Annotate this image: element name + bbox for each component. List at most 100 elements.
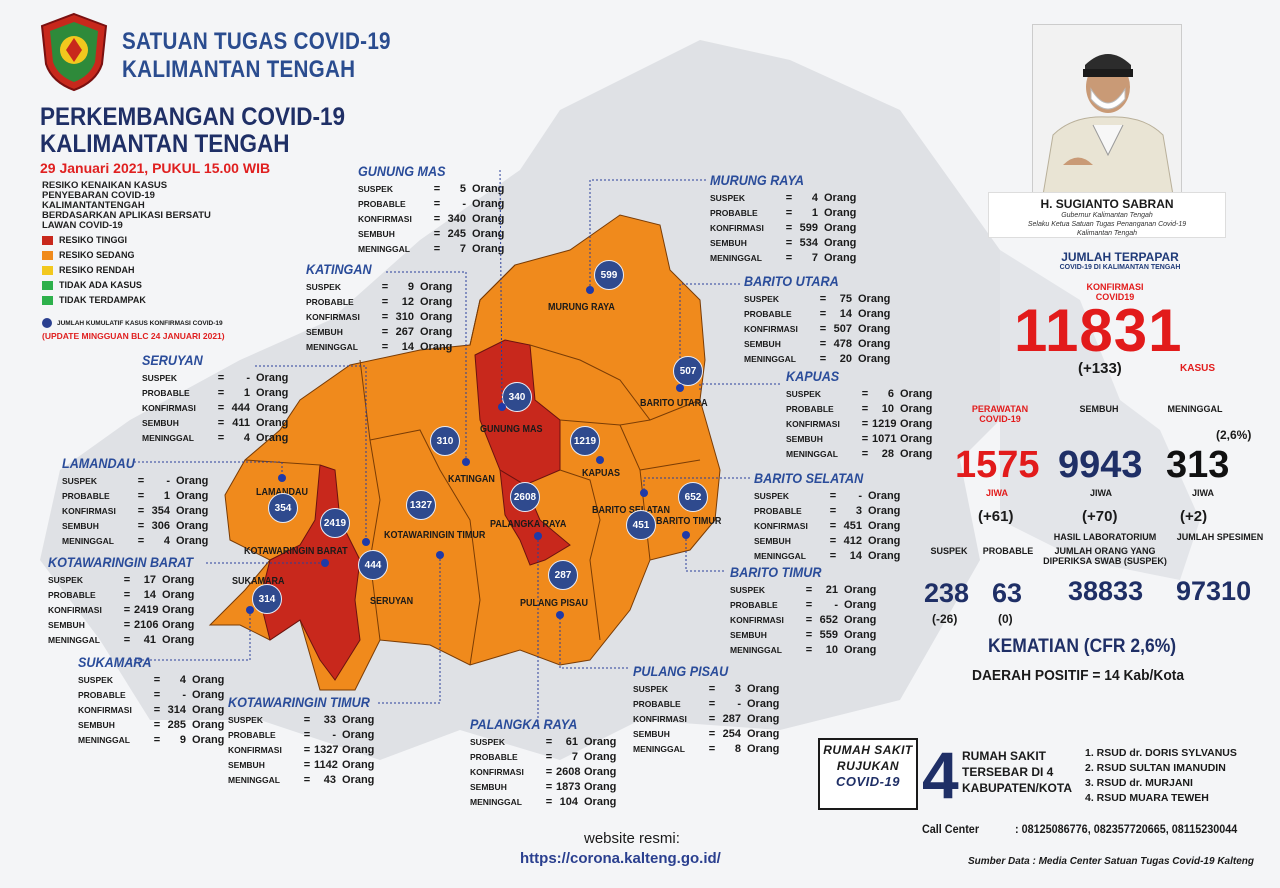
report-date: 29 Januari 2021, PUKUL 15.00 WIB	[40, 160, 271, 176]
region-block-sukamara: SUKAMARA SUSPEK = 4 Orang PROBABLE = - Orang K…	[78, 654, 225, 746]
org-name: SATUAN TUGAS COVID-19 KALIMANTAN TENGAH	[122, 28, 391, 83]
list-item: 3. RSUD dr. MURJANI	[1085, 777, 1193, 789]
governor-photo	[1032, 24, 1182, 194]
case-bubble-kotawaringin-barat: 2419	[320, 508, 350, 538]
list-item: 4. RSUD MUARA TEWEH	[1085, 792, 1209, 804]
cfr-text: KEMATIAN (CFR 2,6%)	[988, 636, 1177, 657]
legend-swatch	[42, 280, 53, 290]
suspek-label: SUSPEK	[930, 546, 968, 556]
data-source: Sumber Data : Media Center Satuan Tugas …	[968, 856, 1254, 867]
map-label-murung-raya: MURUNG RAYA	[548, 302, 615, 313]
case-bubble-pulang-pisau: 287	[548, 560, 578, 590]
governor-caption: H. SUGIANTO SABRAN Gubernur Kalimantan T…	[988, 192, 1226, 238]
region-block-barito-selatan: BARITO SELATAN SUSPEK = - Orang PROBABLE = 3 O…	[754, 470, 901, 562]
case-bubble-barito-selatan: 451	[626, 510, 656, 540]
legend-item-no-case: TIDAK ADA KASUS	[42, 280, 142, 290]
hospital-count: 4	[922, 738, 959, 812]
map-label-barito-timur: BARITO TIMUR	[656, 516, 722, 527]
case-bubble-murung-raya: 599	[594, 260, 624, 290]
konfirmasi-label: KONFIRMASI COVID19	[1086, 282, 1144, 302]
region-block-pulang-pisau: PULANG PISAU SUSPEK = 3 Orang PROBABLE = - Ora…	[633, 663, 780, 755]
case-bubble-palangka-raya: 2608	[510, 482, 540, 512]
daerah-positif-text: DAERAH POSITIF = 14 Kab/Kota	[972, 667, 1185, 684]
sembuh-delta: (+70)	[1082, 508, 1118, 525]
orang-diperiksa-count: 38833	[1068, 576, 1144, 606]
perawatan-label: PERAWATAN COVID-19	[971, 404, 1029, 424]
case-bubble-barito-timur: 652	[678, 482, 708, 512]
legend-swatch	[42, 265, 53, 275]
case-bubble-katingan: 310	[430, 426, 460, 456]
legend-item-medium: RESIKO SEDANG	[42, 250, 135, 260]
legend-dot-note: JUMLAH KUMULATIF KASUS KONFIRMASI COVID-…	[42, 318, 223, 328]
case-bubble-kotawaringin-timur: 1327	[406, 490, 436, 520]
legend-title: RESIKO KENAIKAN KASUS PENYEBARAN COVID-1…	[42, 180, 211, 231]
case-bubble-sukamara: 314	[252, 584, 282, 614]
region-block-murung-raya: MURUNG RAYA SUSPEK = 4 Orang PROBABLE = 1 Oran…	[710, 172, 857, 264]
suspek-count: 238	[924, 578, 970, 608]
map-label-palangka-raya: PALANGKA RAYA	[490, 519, 567, 530]
list-item: 2. RSUD SULTAN IMANUDIN	[1085, 762, 1226, 774]
region-block-seruyan: SERUYAN SUSPEK = - Orang PROBABLE = 1 Orang KO…	[142, 352, 289, 444]
summary-title: JUMLAH TERPAPAR COVID-19 DI KALIMANTAN T…	[1059, 250, 1181, 271]
hospital-list: 1. RSUD dr. DORIS SYLVANUS 2. RSUD SULTA…	[1085, 746, 1237, 806]
website-label: website resmi:	[584, 830, 680, 847]
sembuh-label: SEMBUH	[1079, 404, 1119, 414]
meninggal-unit: JIWA	[1192, 488, 1215, 498]
probable-delta: (0)	[998, 612, 1013, 626]
case-bubble-seruyan: 444	[358, 550, 388, 580]
lab-label: HASIL LABORATORIUM JUMLAH ORANG YANG DIP…	[1043, 532, 1167, 566]
map-label-katingan: KATINGAN	[448, 474, 495, 485]
province-emblem-icon	[40, 12, 108, 92]
governor-portrait-icon	[1033, 25, 1181, 193]
background-landmass-east	[1000, 250, 1200, 580]
region-block-gunung-mas: GUNUNG MAS SUSPEK = 5 Orang PROBABLE = - Orang…	[358, 163, 505, 255]
region-gunung-mas-high	[474, 339, 561, 486]
legend-item-low: RESIKO RENDAH	[42, 265, 135, 275]
suspek-delta: (-26)	[932, 612, 958, 626]
legend-swatch	[42, 250, 53, 260]
call-center: Call Center: 08125086776, 082357720665, …	[922, 822, 1238, 836]
map-label-kotawaringin-timur: KOTAWARINGIN TIMUR	[384, 530, 486, 541]
sembuh-unit: JIWA	[1090, 488, 1113, 498]
map-label-barito-utara: BARITO UTARA	[640, 398, 708, 409]
legend-update-note: (UPDATE MINGGUAN BLC 24 JANUARI 2021)	[42, 331, 225, 341]
website-link[interactable]: https://corona.kalteng.go.id/	[520, 850, 721, 867]
region-block-palangka-raya: PALANGKA RAYA SUSPEK = 61 Orang PROBABLE = 7 O…	[470, 716, 617, 808]
legend-item-unaffected: TIDAK TERDAMPAK	[42, 295, 146, 305]
spesimen-count: 97310	[1176, 576, 1252, 606]
list-item: 1. RSUD dr. DORIS SYLVANUS	[1085, 747, 1237, 759]
case-bubble-gunung-mas: 340	[502, 382, 532, 412]
map-label-gunung-mas: GUNUNG MAS	[480, 424, 543, 435]
case-bubble-lamandau: 354	[268, 493, 298, 523]
spesimen-label: JUMLAH SPESIMEN	[1176, 532, 1264, 542]
map-label-sukamara: SUKAMARA	[232, 576, 285, 587]
legend-item-high: RESIKO TINGGI	[42, 235, 127, 245]
dot-icon	[42, 318, 52, 328]
hospital-description: RUMAH SAKIT TERSEBAR DI 4 KABUPATEN/KOTA	[962, 749, 1072, 795]
page-title: PERKEMBANGAN COVID-19 KALIMANTAN TENGAH	[40, 103, 346, 158]
case-bubble-kapuas: 1219	[570, 426, 600, 456]
region-block-katingan: KATINGAN SUSPEK = 9 Orang PROBABLE = 12 Orang …	[306, 261, 453, 353]
perawatan-count: 1575	[955, 444, 1040, 486]
meninggal-label: MENINGGAL	[1167, 404, 1223, 414]
total-confirmed: 11831	[1014, 297, 1183, 364]
region-block-kotawaringin-timur: KOTAWARINGIN TIMUR SUSPEK = 33 Orang PROBAB…	[228, 694, 375, 786]
kasus-label: KASUS	[1180, 363, 1216, 374]
probable-label: PROBABLE	[982, 546, 1034, 556]
total-delta: (+133)	[1078, 360, 1122, 377]
legend-swatch	[42, 295, 53, 305]
perawatan-delta: (+61)	[978, 508, 1014, 525]
meninggal-count: 313	[1166, 444, 1230, 486]
meninggal-percent: (2,6%)	[1216, 428, 1252, 442]
probable-count: 63	[992, 578, 1023, 608]
map-label-kotawaringin-barat: KOTAWARINGIN BARAT	[244, 546, 348, 557]
meninggal-delta: (+2)	[1180, 508, 1208, 525]
sembuh-count: 9943	[1058, 444, 1143, 486]
region-block-kotawaringin-barat: KOTAWARINGIN BARAT SUSPEK = 17 Orang PROBAB…	[48, 554, 195, 646]
region-block-lamandau: LAMANDAU SUSPEK = - Orang PROBABLE = 1 Orang K…	[62, 455, 209, 547]
referral-hospital-box: RUMAH SAKIT RUJUKAN COVID-19	[818, 738, 918, 810]
region-block-barito-utara: BARITO UTARA SUSPEK = 75 Orang PROBABLE = 14 O…	[744, 273, 891, 365]
case-bubble-barito-utara: 507	[673, 356, 703, 386]
map-label-pulang-pisau: PULANG PISAU	[520, 598, 589, 609]
